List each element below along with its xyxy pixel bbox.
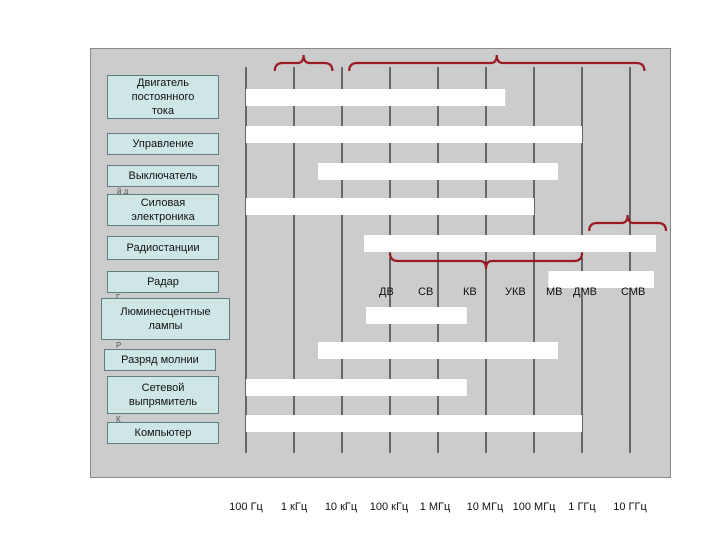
band-label-smv: СМВ xyxy=(621,286,646,298)
label-rectifier: Сетевой выпрямитель xyxy=(107,376,219,414)
range-bar-2 xyxy=(318,163,558,180)
brace-high-frequency xyxy=(348,54,646,72)
range-bar-3 xyxy=(246,198,534,215)
obscured-radar-text: Г xyxy=(116,293,120,302)
obscured-switch-text: й д xyxy=(117,187,129,196)
band-label-sv: СВ xyxy=(418,286,434,298)
band-label-ukv: УКВ xyxy=(505,286,526,298)
label-lightning: Разряд молнии xyxy=(104,349,216,371)
brace-low-frequency xyxy=(273,54,334,72)
label-computer: Компьютер xyxy=(107,422,219,444)
range-bar-7 xyxy=(318,342,558,359)
tick-label-1mhz: 1 МГц xyxy=(419,501,451,513)
frequency-chart xyxy=(245,54,668,453)
range-bar-9 xyxy=(246,415,582,432)
brace-microwave xyxy=(588,214,668,232)
tick-label-100mhz: 100 МГц xyxy=(512,501,556,513)
label-fluorescent-lamps: Люминесцентные лампы xyxy=(101,298,230,340)
band-label-kv: КВ xyxy=(463,286,477,298)
tick-label-10ghz: 10 ГГц xyxy=(613,501,647,513)
tick-label-10mhz: 10 МГц xyxy=(466,501,504,513)
range-bar-1 xyxy=(246,126,582,143)
band-label-dmv: ДМВ xyxy=(573,286,597,298)
label-radio-stations: Радиостанции xyxy=(107,236,219,260)
tick-label-10khz: 10 кГц xyxy=(324,501,358,513)
range-bar-8 xyxy=(246,379,467,396)
tick-label-1khz: 1 кГц xyxy=(280,501,308,513)
label-radar: Радар xyxy=(107,271,219,293)
band-label-mv: МВ xyxy=(546,286,563,298)
band-label-dv: ДВ xyxy=(379,286,394,298)
tick-label-1ghz: 1 ГГц xyxy=(568,501,596,513)
obscured-rectifier-text: К xyxy=(116,415,121,424)
label-control: Управление xyxy=(107,133,219,155)
range-bar-6 xyxy=(366,307,467,324)
label-switch: Выключатель xyxy=(107,165,219,187)
chart-panel: Двигатель постоянного тока Управление Вы… xyxy=(90,48,671,513)
tick-label-100khz: 100 кГц xyxy=(369,501,409,513)
label-power-electronics: Силовая электроника xyxy=(107,194,219,226)
obscured-lamps-text: Р xyxy=(116,341,122,350)
range-bar-5 xyxy=(548,271,654,288)
tick-label-100hz: 100 Гц xyxy=(229,501,263,513)
brace-radio-bands xyxy=(388,252,584,270)
label-dc-motor: Двигатель постоянного тока xyxy=(107,75,219,119)
band-label-strip xyxy=(364,235,656,252)
range-bar-0 xyxy=(246,89,506,106)
